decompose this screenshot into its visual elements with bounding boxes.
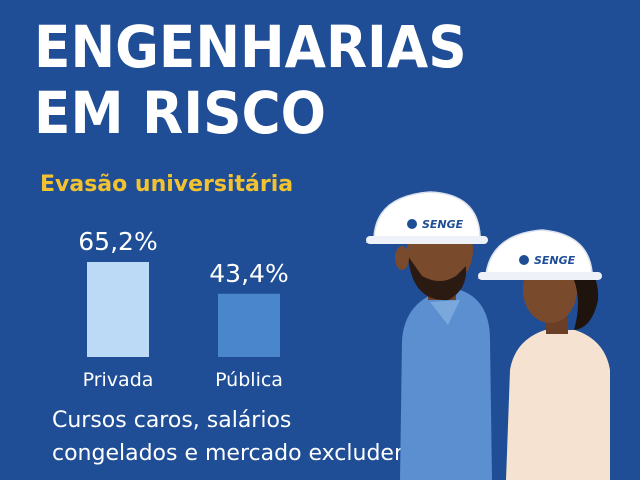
- man-engineer: [395, 212, 492, 480]
- hard-hat-icon: SENGE: [365, 191, 489, 244]
- bar-privada: [87, 262, 149, 357]
- bar-pública: [218, 293, 280, 357]
- hard-hat-icon: SENGE: [477, 229, 602, 280]
- data-label-pública: 43,4%: [209, 259, 288, 288]
- title-line-1: ENGENHARIAS: [34, 13, 467, 81]
- woman-engineer: [506, 256, 610, 480]
- chart-subtitle: Evasão universitária: [40, 172, 294, 197]
- engineers-illustration: SENGE SENGE: [365, 191, 610, 480]
- caption: Cursos caros, salários congelados e merc…: [52, 404, 430, 470]
- category-label-pública: Pública: [215, 369, 283, 391]
- category-label-privada: Privada: [83, 369, 154, 391]
- helmet-logo-1: SENGE: [422, 218, 464, 231]
- caption-line-2: congelados e mercado excludente: [52, 441, 431, 466]
- helmet-logo-2: SENGE: [534, 254, 576, 267]
- page-title: ENGENHARIAS EM RISCO: [34, 14, 467, 146]
- caption-line-1: Cursos caros, salários: [52, 408, 292, 433]
- bar-chart: 65,2% Privada 43,4% Pública: [78, 227, 288, 391]
- data-label-privada: 65,2%: [78, 227, 157, 256]
- title-line-2: EM RISCO: [34, 79, 327, 147]
